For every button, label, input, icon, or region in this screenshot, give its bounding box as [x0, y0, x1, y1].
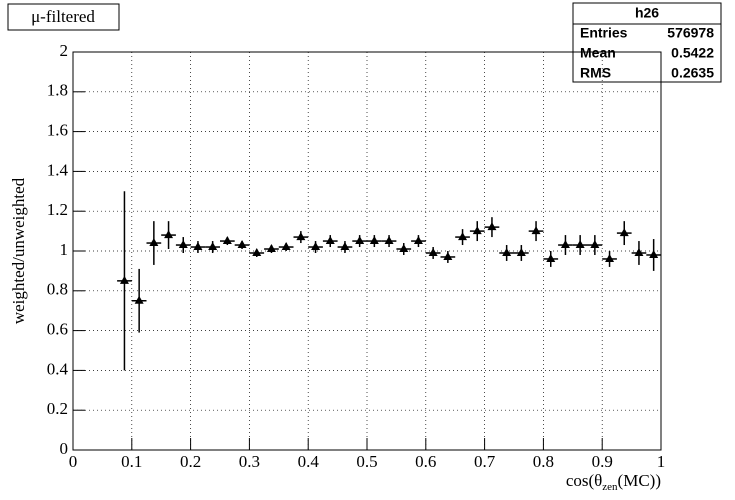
marker: [399, 244, 409, 253]
x-tick-label: 0: [69, 452, 78, 471]
x-label-suffix: (MC)): [618, 471, 661, 490]
marker: [605, 253, 615, 262]
stats-label: Entries: [580, 25, 628, 41]
marker: [413, 236, 423, 245]
marker: [355, 236, 365, 245]
marker: [428, 247, 438, 256]
marker: [516, 247, 526, 256]
marker: [546, 253, 556, 262]
x-tick-label: 0.5: [356, 452, 377, 471]
marker: [164, 230, 174, 239]
marker: [119, 275, 129, 284]
y-tick-label: 0.8: [47, 280, 68, 299]
y-tick-label: 1.2: [47, 200, 68, 219]
x-tick-label: 0.2: [180, 452, 201, 471]
y-tick-label: 1.8: [47, 81, 68, 100]
marker: [311, 242, 321, 251]
y-tick-label: 0: [60, 439, 69, 458]
title-box: [7, 3, 120, 31]
marker: [222, 236, 232, 245]
marker: [487, 222, 497, 231]
x-tick-label: 0.1: [121, 452, 142, 471]
x-tick-label: 1: [657, 452, 666, 471]
x-label-sub: zen: [602, 481, 618, 493]
stats-value: 0.2635: [671, 65, 714, 81]
x-tick-label: 0.6: [415, 452, 436, 471]
marker: [472, 226, 482, 235]
y-tick-label: 0.2: [47, 399, 68, 418]
stats-value: 0.5422: [671, 45, 714, 61]
marker: [266, 244, 276, 253]
marker: [560, 240, 570, 249]
y-tick-label: 1.6: [47, 121, 68, 140]
chart-title: μ-filtered: [31, 7, 95, 26]
marker: [134, 295, 144, 304]
y-tick-label: 0.6: [47, 320, 68, 339]
x-tick-label: 0.9: [592, 452, 613, 471]
marker: [296, 232, 306, 241]
marker: [252, 247, 262, 256]
marker: [149, 238, 159, 247]
marker: [634, 247, 644, 256]
marker: [502, 247, 512, 256]
marker: [443, 251, 453, 260]
marker: [340, 242, 350, 251]
y-tick-label: 2: [60, 41, 69, 60]
x-tick-label: 0.7: [474, 452, 496, 471]
stats-box: [572, 2, 722, 83]
marker: [649, 249, 659, 258]
stats-value: 576978: [667, 25, 714, 41]
stats-label: RMS: [580, 65, 611, 81]
plot-frame: [72, 51, 662, 451]
stats-label: Mean: [580, 45, 616, 61]
marker: [384, 236, 394, 245]
marker: [619, 228, 629, 237]
x-label-prefix: cos(θ: [566, 471, 602, 490]
marker: [590, 240, 600, 249]
marker: [325, 236, 335, 245]
y-tick-label: 1.4: [47, 160, 69, 179]
marker: [237, 240, 247, 249]
marker: [531, 226, 541, 235]
stats-name: h26: [635, 5, 659, 21]
marker: [575, 240, 585, 249]
y-tick-label: 0.4: [47, 359, 69, 378]
x-tick-label: 0.8: [533, 452, 554, 471]
x-tick-label: 0.3: [239, 452, 260, 471]
marker: [281, 242, 291, 251]
marker: [458, 232, 468, 241]
x-tick-label: 0.4: [298, 452, 320, 471]
marker: [208, 242, 218, 251]
marker: [193, 242, 203, 251]
marker: [369, 236, 379, 245]
y-tick-label: 1: [60, 240, 69, 259]
marker: [178, 240, 188, 249]
x-axis-label: cos(θzen(MC)): [566, 471, 661, 493]
y-axis-label: weighted/unweighted: [9, 177, 28, 324]
